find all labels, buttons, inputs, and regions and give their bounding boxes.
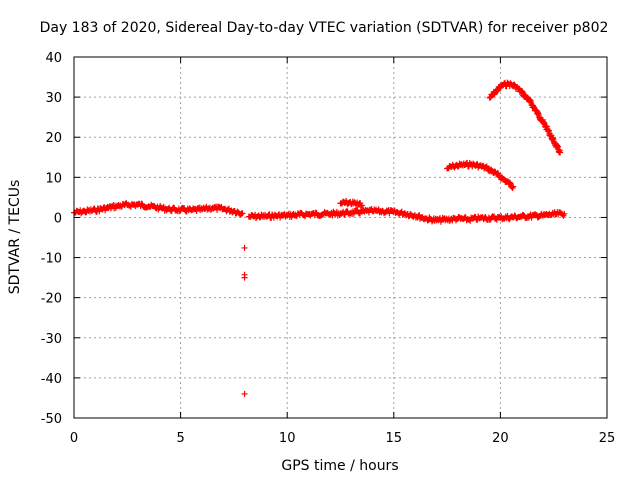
data-point (428, 218, 435, 225)
data-point (207, 206, 214, 213)
x-tick-label: 10 (279, 431, 296, 446)
chart-title: Day 183 of 2020, Sidereal Day-to-day VTE… (40, 20, 609, 36)
data-point (238, 210, 245, 217)
data-point (560, 212, 567, 219)
data-point (535, 110, 542, 117)
y-tick-label: -40 (41, 372, 62, 387)
data-point (550, 136, 557, 143)
data-point (452, 217, 459, 224)
data-point (508, 183, 515, 190)
data-point (526, 96, 533, 103)
y-tick-label: 20 (45, 131, 62, 146)
x-tick-label: 0 (70, 431, 78, 446)
x-tick-label: 25 (599, 431, 616, 446)
data-point (241, 390, 248, 397)
y-tick-label: -50 (41, 412, 62, 427)
y-tick-label: 0 (54, 211, 62, 226)
series-after-gap-track (245, 206, 568, 225)
data-point (237, 211, 244, 218)
data-point (506, 179, 513, 186)
y-tick-label: -30 (41, 332, 62, 347)
y-tick-label: -20 (41, 292, 62, 307)
data-point (358, 203, 365, 210)
data-point (350, 210, 357, 217)
x-tick-label: 5 (176, 431, 184, 446)
x-axis-label: GPS time / hours (281, 458, 398, 474)
data-point (556, 147, 563, 154)
y-axis-label: SDTVAR / TECUs (7, 180, 23, 295)
data-point (325, 210, 332, 217)
ticks: 0 5 10 15 20 25 40 30 20 10 0 -10 -20 -30 -40 -50 (41, 51, 616, 446)
y-tick-label: 40 (45, 51, 62, 66)
x-tick-label: 15 (386, 431, 403, 446)
series-arc-mid (444, 159, 517, 191)
y-tick-label: 10 (45, 171, 62, 186)
y-tick-label: 30 (45, 91, 62, 106)
series-outliers (241, 244, 248, 397)
data-point (559, 211, 566, 218)
y-tick-label: -10 (41, 252, 62, 267)
series-main-track (71, 200, 246, 218)
data-point (241, 274, 248, 281)
data-points (71, 79, 568, 397)
data-point (482, 164, 489, 171)
data-point (241, 244, 248, 251)
data-point (154, 203, 161, 210)
x-tick-label: 20 (492, 431, 509, 446)
data-point (357, 200, 364, 207)
grid (74, 57, 607, 418)
series-arc-high (486, 79, 564, 156)
data-point (543, 123, 550, 130)
data-point (509, 184, 516, 191)
plot-frame (73, 56, 608, 419)
series-short-segment (337, 198, 365, 210)
